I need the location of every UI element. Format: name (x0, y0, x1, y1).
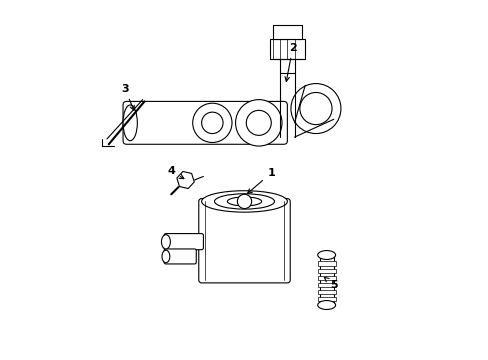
Bar (319, 255, 333, 305)
Text: 2: 2 (285, 43, 296, 81)
Ellipse shape (201, 191, 287, 212)
FancyBboxPatch shape (164, 234, 203, 249)
Bar (317, 283, 335, 287)
Bar (272, 24, 301, 39)
Ellipse shape (214, 194, 274, 209)
Bar (317, 261, 335, 266)
Ellipse shape (317, 301, 335, 310)
Bar (317, 276, 335, 280)
Bar (269, 39, 305, 59)
Bar (317, 269, 335, 273)
FancyBboxPatch shape (164, 249, 196, 264)
Circle shape (299, 93, 331, 125)
Circle shape (246, 111, 271, 135)
Bar (317, 290, 335, 294)
FancyBboxPatch shape (123, 102, 287, 144)
Ellipse shape (317, 251, 335, 260)
Circle shape (237, 194, 251, 208)
Circle shape (290, 84, 340, 134)
Circle shape (235, 100, 282, 146)
FancyBboxPatch shape (198, 199, 290, 283)
Circle shape (201, 112, 223, 134)
Bar (317, 297, 335, 301)
Text: 1: 1 (247, 168, 275, 193)
Text: 5: 5 (324, 277, 337, 291)
Ellipse shape (162, 250, 169, 263)
Ellipse shape (123, 105, 137, 141)
Text: 4: 4 (167, 166, 183, 179)
Text: 3: 3 (121, 84, 134, 110)
Ellipse shape (161, 235, 170, 249)
Circle shape (192, 103, 231, 143)
Ellipse shape (227, 197, 261, 206)
